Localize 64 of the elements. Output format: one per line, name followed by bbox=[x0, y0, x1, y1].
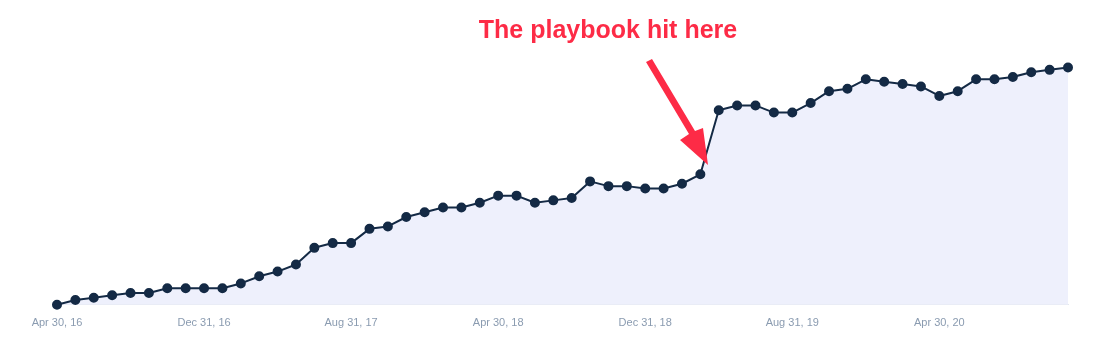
x-tick-label: Dec 31, 16 bbox=[177, 316, 231, 329]
x-tick-label: Apr 30, 20 bbox=[913, 316, 965, 329]
point bbox=[88, 292, 99, 303]
point bbox=[143, 287, 154, 298]
point bbox=[401, 211, 412, 222]
point bbox=[824, 86, 835, 97]
point bbox=[860, 74, 871, 85]
point bbox=[180, 283, 191, 294]
point bbox=[254, 271, 265, 282]
point bbox=[474, 197, 485, 208]
point bbox=[199, 283, 210, 294]
point bbox=[658, 183, 669, 194]
point bbox=[934, 90, 945, 101]
point bbox=[1007, 71, 1018, 82]
point bbox=[603, 181, 614, 192]
point bbox=[585, 176, 596, 187]
point bbox=[897, 79, 908, 90]
point bbox=[327, 238, 338, 249]
point bbox=[952, 86, 963, 97]
point bbox=[529, 197, 540, 208]
point bbox=[125, 287, 136, 298]
x-tick-label: Apr 30, 16 bbox=[31, 316, 83, 329]
x-tick-label: Aug 31, 17 bbox=[324, 316, 378, 329]
point bbox=[346, 238, 357, 249]
point bbox=[419, 207, 430, 218]
point bbox=[107, 290, 118, 301]
point bbox=[640, 183, 651, 194]
point bbox=[695, 169, 706, 180]
point bbox=[511, 190, 522, 201]
point bbox=[382, 221, 393, 232]
point bbox=[235, 278, 246, 289]
point bbox=[456, 202, 467, 213]
point bbox=[676, 178, 687, 189]
point bbox=[621, 181, 632, 192]
point bbox=[1063, 62, 1073, 73]
point bbox=[787, 107, 798, 118]
point bbox=[750, 100, 761, 111]
point bbox=[879, 76, 890, 87]
point bbox=[162, 283, 173, 294]
point bbox=[842, 83, 853, 94]
point bbox=[548, 195, 559, 206]
text: The playbook hit here bbox=[478, 14, 738, 43]
point bbox=[989, 74, 1000, 85]
point bbox=[713, 105, 724, 116]
point bbox=[438, 202, 449, 213]
point bbox=[217, 283, 228, 294]
point bbox=[52, 299, 62, 310]
x-tick-label: Aug 31, 19 bbox=[765, 316, 819, 329]
x-tick-label: Dec 31, 18 bbox=[618, 316, 672, 329]
point bbox=[971, 74, 982, 85]
point bbox=[1026, 67, 1037, 78]
point bbox=[493, 190, 504, 201]
point bbox=[70, 295, 81, 306]
point bbox=[915, 81, 926, 92]
point bbox=[364, 223, 375, 234]
point bbox=[1044, 64, 1055, 75]
x-tick-label: Apr 30, 18 bbox=[472, 316, 524, 329]
point bbox=[309, 242, 320, 253]
point bbox=[566, 193, 577, 203]
point bbox=[732, 100, 743, 111]
point bbox=[272, 266, 283, 277]
point bbox=[290, 259, 301, 270]
point bbox=[805, 98, 816, 109]
point bbox=[768, 107, 779, 118]
